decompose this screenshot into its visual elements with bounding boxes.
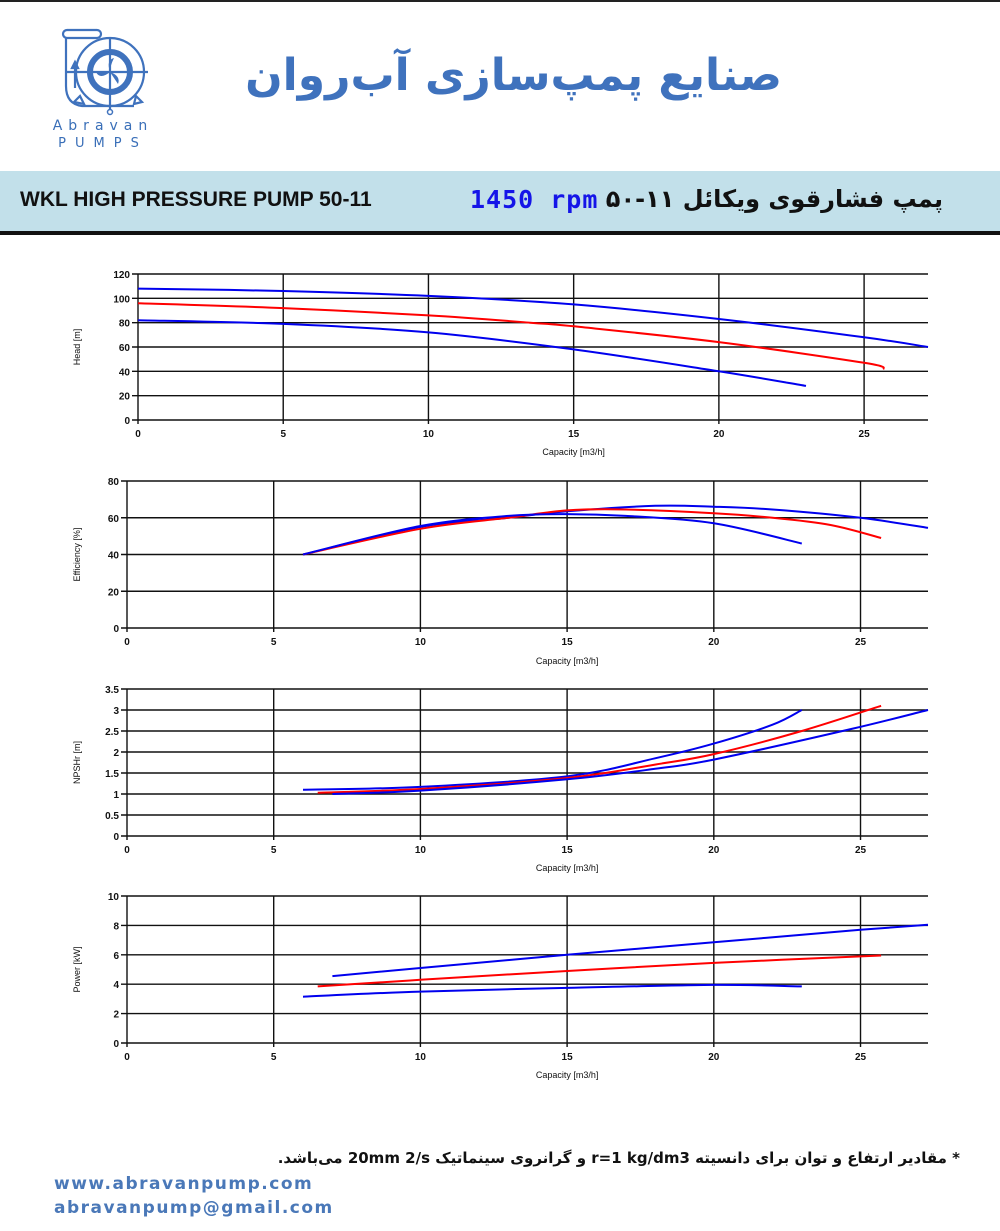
svg-text:60: 60: [119, 343, 131, 354]
curve-nominal-impeller: [317, 954, 882, 988]
curve-max-impeller: [137, 287, 929, 348]
svg-text:0: 0: [113, 832, 119, 843]
svg-text:0: 0: [113, 624, 119, 635]
svg-text:20: 20: [708, 1052, 720, 1063]
title-band: WKL HIGH PRESSURE PUMP 50-11 1450 rpm پم…: [0, 171, 1000, 235]
top-border: [0, 0, 1000, 2]
svg-text:15: 15: [562, 845, 574, 856]
svg-text:0: 0: [124, 416, 130, 427]
svg-text:100: 100: [113, 294, 130, 305]
svg-text:3.5: 3.5: [105, 685, 119, 696]
svg-text:2: 2: [113, 748, 119, 759]
pump-model-title-fa: پمپ فشارقوی ویکائل ۱۱-۵۰: [605, 185, 943, 213]
svg-text:25: 25: [859, 429, 871, 440]
curve-max-impeller: [332, 709, 929, 795]
curve-nominal-impeller: [302, 508, 882, 556]
svg-text:0: 0: [124, 1052, 130, 1063]
svg-text:10: 10: [108, 892, 120, 903]
svg-text:Capacity [m3/h]: Capacity [m3/h]: [536, 656, 599, 666]
brand-title: صنایع پمپ‌سازی آب‌روان: [245, 50, 782, 101]
svg-text:8: 8: [113, 921, 119, 932]
curve-min-impeller: [137, 319, 807, 387]
svg-text:Head [m]: Head [m]: [72, 329, 82, 366]
svg-text:NPSHr [m]: NPSHr [m]: [72, 741, 82, 784]
svg-text:25: 25: [855, 637, 867, 648]
svg-text:Power [kW]: Power [kW]: [72, 946, 82, 992]
svg-text:5: 5: [280, 429, 286, 440]
svg-text:80: 80: [108, 477, 120, 488]
logo-text-pumps: PUMPS: [58, 136, 148, 151]
rpm-label: 1450 rpm: [470, 185, 599, 214]
curve-min-impeller: [302, 983, 802, 998]
footnote: * مقادیر ارتفاع و توان برای دانسیته r=1 …: [277, 1149, 960, 1167]
svg-text:Capacity [m3/h]: Capacity [m3/h]: [536, 863, 599, 873]
svg-text:120: 120: [113, 270, 130, 281]
website-link[interactable]: www.abravanpump.com: [54, 1174, 314, 1194]
curve-nominal-impeller: [317, 704, 882, 794]
svg-text:10: 10: [415, 1052, 427, 1063]
npsh-chart: 0 0.5 1 1.5 2 2.5 3 3.5 0 5 10 15 20 25 Capacity [m3/h…: [0, 678, 1000, 878]
curve-min-impeller: [302, 709, 803, 791]
svg-text:20: 20: [708, 845, 720, 856]
svg-text:5: 5: [271, 637, 277, 648]
curve-max-impeller: [332, 923, 929, 978]
chart-svg: 0 20 40 60 80 100 120 0 5 10 15 20 25 Capacity [m3/h]…: [72, 270, 929, 457]
curve-min-impeller: [302, 513, 803, 556]
curve-max-impeller: [302, 504, 929, 556]
chart-svg: 0 20 40 60 80 0 5 10 15 20 25 Capacity [m3/h] Effici…: [72, 477, 929, 666]
svg-text:10: 10: [415, 845, 427, 856]
svg-text:0.5: 0.5: [105, 811, 119, 822]
svg-text:20: 20: [119, 392, 131, 403]
power-chart: 0 2 4 6 8 10 0 5 10 15 20 25 Capacity [m3/h] Power [k…: [0, 885, 1000, 1085]
svg-text:10: 10: [423, 429, 435, 440]
svg-text:10: 10: [415, 637, 427, 648]
svg-text:40: 40: [108, 551, 120, 562]
svg-text:5: 5: [271, 1052, 277, 1063]
svg-text:6: 6: [113, 951, 119, 962]
svg-text:1.5: 1.5: [105, 769, 119, 780]
svg-text:15: 15: [562, 1052, 574, 1063]
chart-svg: 0 2 4 6 8 10 0 5 10 15 20 25 Capacity [m3/h] Power [k…: [72, 892, 929, 1080]
logo-text-abravan: Abravan: [52, 118, 154, 134]
svg-text:3: 3: [113, 706, 119, 717]
svg-text:0: 0: [113, 1039, 119, 1050]
svg-text:0: 0: [135, 429, 141, 440]
chart-svg: 0 0.5 1 1.5 2 2.5 3 3.5 0 5 10 15 20 25 Capacity [m3/h…: [72, 685, 929, 873]
pump-impeller-logo-icon: [61, 28, 148, 116]
svg-text:40: 40: [119, 367, 131, 378]
svg-text:0: 0: [124, 637, 130, 648]
head-chart: 0 20 40 60 80 100 120 0 5 10 15 20 25 Capacity [m3/h]…: [0, 262, 1000, 462]
svg-text:20: 20: [708, 637, 720, 648]
svg-text:20: 20: [713, 429, 725, 440]
curve-nominal-impeller: [137, 302, 885, 370]
svg-text:15: 15: [568, 429, 580, 440]
svg-text:60: 60: [108, 514, 120, 525]
svg-text:2.5: 2.5: [105, 727, 119, 738]
efficiency-chart: 0 20 40 60 80 0 5 10 15 20 25 Capacity [m3/h] Effici…: [0, 470, 1000, 670]
svg-text:Efficiency [%]: Efficiency [%]: [72, 528, 82, 582]
svg-text:5: 5: [271, 845, 277, 856]
svg-text:25: 25: [855, 1052, 867, 1063]
email-link[interactable]: abravanpump@gmail.com: [54, 1198, 334, 1218]
pump-model-title-en: WKL HIGH PRESSURE PUMP 50-11: [20, 188, 372, 211]
svg-text:Capacity [m3/h]: Capacity [m3/h]: [542, 447, 605, 457]
svg-text:0: 0: [124, 845, 130, 856]
svg-text:Capacity [m3/h]: Capacity [m3/h]: [536, 1070, 599, 1080]
svg-text:20: 20: [108, 587, 120, 598]
svg-text:15: 15: [562, 637, 574, 648]
company-logo: Abravan PUMPS: [48, 26, 158, 154]
svg-text:2: 2: [113, 1010, 119, 1021]
svg-text:80: 80: [119, 319, 131, 330]
svg-text:25: 25: [855, 845, 867, 856]
svg-text:1: 1: [113, 790, 119, 801]
svg-text:4: 4: [113, 980, 119, 991]
